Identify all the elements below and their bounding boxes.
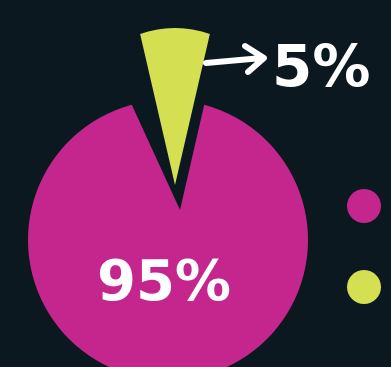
legend-marker-slice-1 bbox=[347, 270, 381, 304]
pie-slice-small bbox=[140, 27, 210, 185]
callout-arrow-icon bbox=[203, 43, 267, 75]
legend-marker-slice-0 bbox=[347, 189, 381, 223]
pie-slices bbox=[28, 27, 308, 367]
small-slice-label: 5% bbox=[272, 32, 370, 100]
callout: 5% bbox=[203, 32, 370, 100]
large-slice-label: 95% bbox=[97, 249, 231, 314]
legend bbox=[347, 189, 381, 304]
pie-slice-large bbox=[28, 104, 308, 367]
